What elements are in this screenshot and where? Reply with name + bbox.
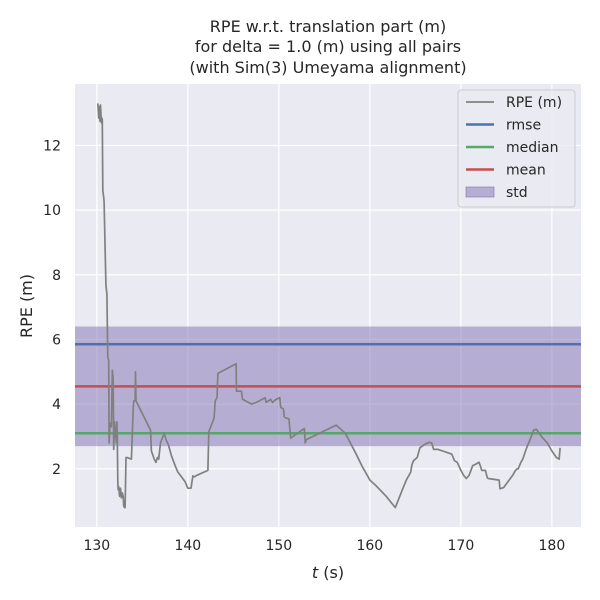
y-tick-label-0: 2 (52, 462, 61, 478)
title-line-3: (with Sim(3) Umeyama alignment) (189, 58, 466, 77)
legend-box (457, 89, 576, 208)
legend-label-4: std (506, 185, 528, 201)
x-axis-label-symbol: t (312, 563, 319, 582)
x-tick-label-0: 130 (83, 538, 110, 554)
y-tick-label-4: 10 (43, 203, 61, 219)
y-axis-label: RPE (m) (17, 274, 36, 338)
y-tick-label-1: 4 (52, 397, 61, 413)
legend-label-3: mean (506, 163, 546, 179)
x-tick-label-4: 170 (448, 538, 475, 554)
x-tick-label-2: 150 (265, 538, 292, 554)
x-tick-label-5: 180 (539, 538, 566, 554)
y-tick-label-3: 8 (52, 268, 61, 284)
y-tick-label-5: 12 (43, 138, 61, 154)
x-tick-label-3: 160 (356, 538, 383, 554)
legend-swatch-4 (465, 186, 495, 198)
legend: RPE (m) rmse median mean std (457, 89, 576, 208)
legend-label-1: rmse (506, 118, 541, 134)
rpe-series-layer (96, 103, 561, 509)
legend-label-2: median (506, 140, 558, 156)
legend-label-0: RPE (m) (506, 95, 562, 111)
x-axis-label: t (s) (312, 563, 344, 582)
rpe-line (96, 103, 561, 509)
title-line-1: RPE w.r.t. translation part (m) (210, 17, 446, 36)
stat-lines-layer (75, 343, 581, 435)
x-axis-label-unit: (s) (318, 563, 344, 582)
y-tick-label-2: 6 (52, 332, 61, 348)
x-tick-labels: 130 140 150 160 170 180 (83, 538, 565, 554)
x-tick-label-1: 140 (174, 538, 201, 554)
title-line-2: for delta = 1.0 (m) using all pairs (195, 37, 461, 56)
y-tick-labels: 2 4 6 8 10 12 (43, 138, 61, 477)
chart-title: RPE w.r.t. translation part (m) for delt… (189, 17, 466, 77)
